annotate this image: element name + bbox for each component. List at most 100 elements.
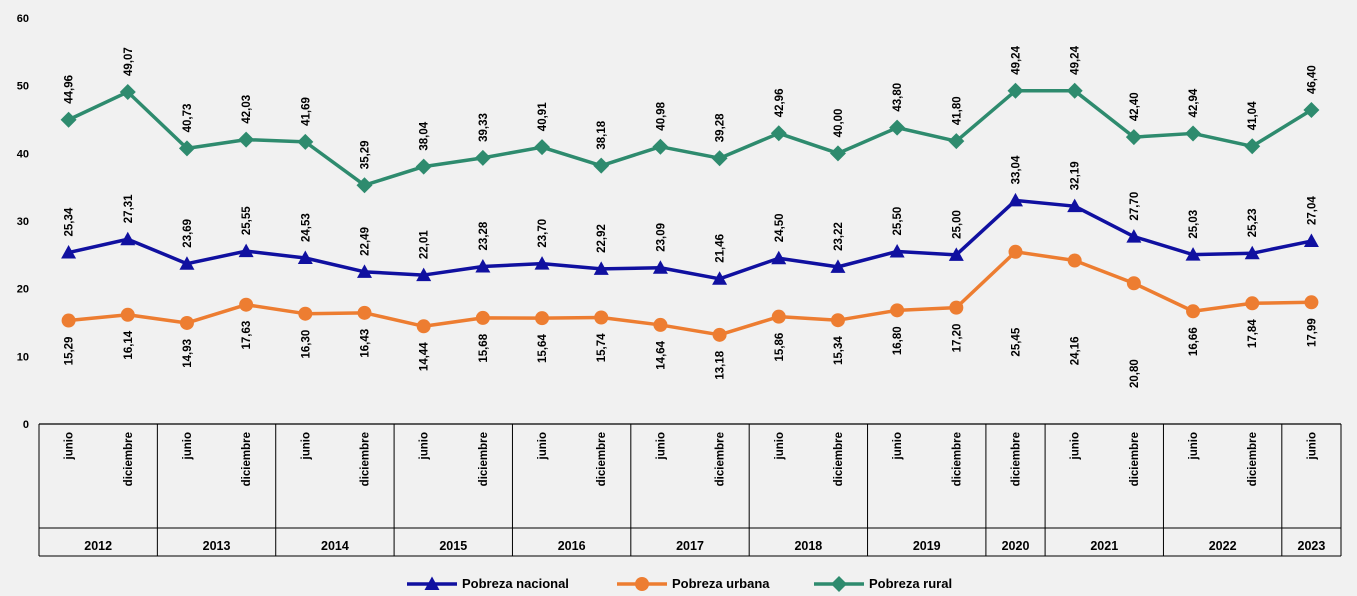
data-label: 22,01: [419, 230, 431, 259]
x-month-label: junio: [1306, 432, 1318, 460]
data-label: 14,93: [182, 339, 194, 368]
data-point-marker: [356, 177, 373, 194]
data-label: 16,14: [123, 330, 135, 359]
x-month-label: diciembre: [1011, 432, 1023, 486]
data-point-marker: [711, 150, 728, 167]
data-point-marker: [1186, 304, 1201, 319]
data-point-marker: [357, 305, 372, 320]
data-label: 15,74: [596, 333, 608, 362]
data-label: 42,03: [241, 95, 253, 124]
data-label: 39,33: [478, 113, 490, 142]
legend: Pobreza nacional Pobreza urbana Pobreza ru…: [407, 576, 952, 592]
series-pobreza-rural: [60, 82, 1320, 194]
legend-label: Pobreza urbana: [672, 576, 770, 591]
y-tick-label: 60: [17, 13, 29, 25]
data-label: 38,04: [419, 121, 431, 150]
data-label: 16,43: [360, 329, 372, 358]
data-label: 17,99: [1306, 318, 1318, 347]
data-label: 20,80: [1129, 359, 1141, 388]
x-year-label: 2018: [794, 539, 822, 553]
data-label: 25,00: [951, 210, 963, 239]
data-point-marker: [119, 83, 136, 100]
data-label: 38,18: [596, 120, 608, 149]
data-point-marker: [416, 267, 432, 282]
data-label: 46,40: [1306, 65, 1318, 94]
x-axis: 2012 2013 2014 2015 2016 2017 2018 2019 2020 2021…: [38, 423, 1342, 557]
data-point-marker: [298, 306, 313, 321]
data-point-marker: [652, 138, 669, 155]
legend-item: Pobreza nacional: [407, 576, 569, 591]
x-month-label: diciembre: [1129, 432, 1141, 486]
x-month-label: diciembre: [833, 432, 845, 486]
data-label: 13,18: [715, 350, 727, 379]
x-year-label: 2017: [676, 539, 704, 553]
data-label: 21,46: [715, 234, 727, 263]
data-point-marker: [297, 250, 313, 265]
data-label: 22,49: [360, 227, 372, 256]
data-point-marker: [1185, 247, 1201, 261]
data-point-marker: [1125, 129, 1142, 146]
x-month-label: junio: [655, 432, 667, 460]
data-point-marker: [1067, 198, 1083, 213]
data-label: 15,29: [64, 337, 76, 366]
data-label: 17,84: [1247, 319, 1259, 348]
data-label: 25,45: [1011, 327, 1023, 356]
data-label: 23,28: [478, 221, 490, 250]
x-year-label: 2019: [913, 539, 941, 553]
data-point-marker: [1245, 296, 1260, 311]
x-year-label: 2012: [84, 539, 112, 553]
x-year-label: 2015: [439, 539, 467, 553]
data-point-marker: [593, 261, 609, 275]
data-label: 40,98: [655, 101, 667, 130]
data-point-marker: [475, 258, 491, 273]
series-pobreza-nacional: [61, 192, 1319, 285]
legend-marker: [635, 577, 649, 591]
x-month-label: junio: [182, 432, 194, 460]
data-point-marker: [179, 315, 194, 330]
data-label: 27,31: [123, 194, 135, 223]
x-month-label: diciembre: [123, 432, 135, 486]
data-label: 49,24: [1011, 45, 1023, 74]
data-point-marker: [1126, 276, 1141, 291]
x-month-label: diciembre: [1247, 432, 1259, 486]
data-point-marker: [1007, 82, 1024, 99]
data-label: 16,30: [300, 330, 312, 359]
x-month-label: junio: [1188, 432, 1200, 460]
data-label: 14,44: [419, 342, 431, 371]
data-point-marker: [178, 140, 195, 157]
y-tick-label: 50: [17, 81, 29, 93]
data-label: 25,23: [1247, 208, 1259, 237]
series-line: [68, 250, 1312, 337]
data-label: 32,19: [1070, 161, 1082, 190]
data-label: 39,28: [715, 113, 727, 142]
data-point-marker: [830, 313, 845, 328]
data-point-marker: [770, 125, 787, 142]
data-label: 24,16: [1070, 337, 1082, 366]
x-month-label: diciembre: [478, 432, 490, 486]
data-label: 16,66: [1188, 327, 1200, 356]
data-point-marker: [416, 319, 431, 334]
data-label: 22,92: [596, 224, 608, 253]
data-point-marker: [357, 264, 372, 278]
x-month-label: diciembre: [596, 432, 608, 486]
data-point-marker: [1008, 192, 1023, 207]
data-label: 17,20: [951, 324, 963, 353]
data-point-marker: [1008, 244, 1023, 259]
data-point-marker: [712, 327, 727, 342]
x-year-label: 2014: [321, 539, 349, 553]
x-month-label: junio: [537, 432, 549, 460]
data-point-marker: [1244, 245, 1260, 260]
data-label: 25,55: [241, 206, 253, 235]
data-point-marker: [474, 149, 491, 166]
legend-item: Pobreza rural: [814, 576, 952, 592]
data-point-marker: [1303, 233, 1319, 248]
data-point-marker: [238, 131, 255, 148]
data-label: 41,69: [300, 97, 312, 126]
y-tick-label: 20: [17, 284, 29, 296]
y-axis: 0 10 20 30 40 50 60: [17, 13, 29, 431]
data-label: 14,64: [655, 340, 667, 369]
data-point-marker: [829, 145, 846, 162]
x-month-label: diciembre: [715, 432, 727, 486]
data-point-marker: [61, 313, 76, 328]
